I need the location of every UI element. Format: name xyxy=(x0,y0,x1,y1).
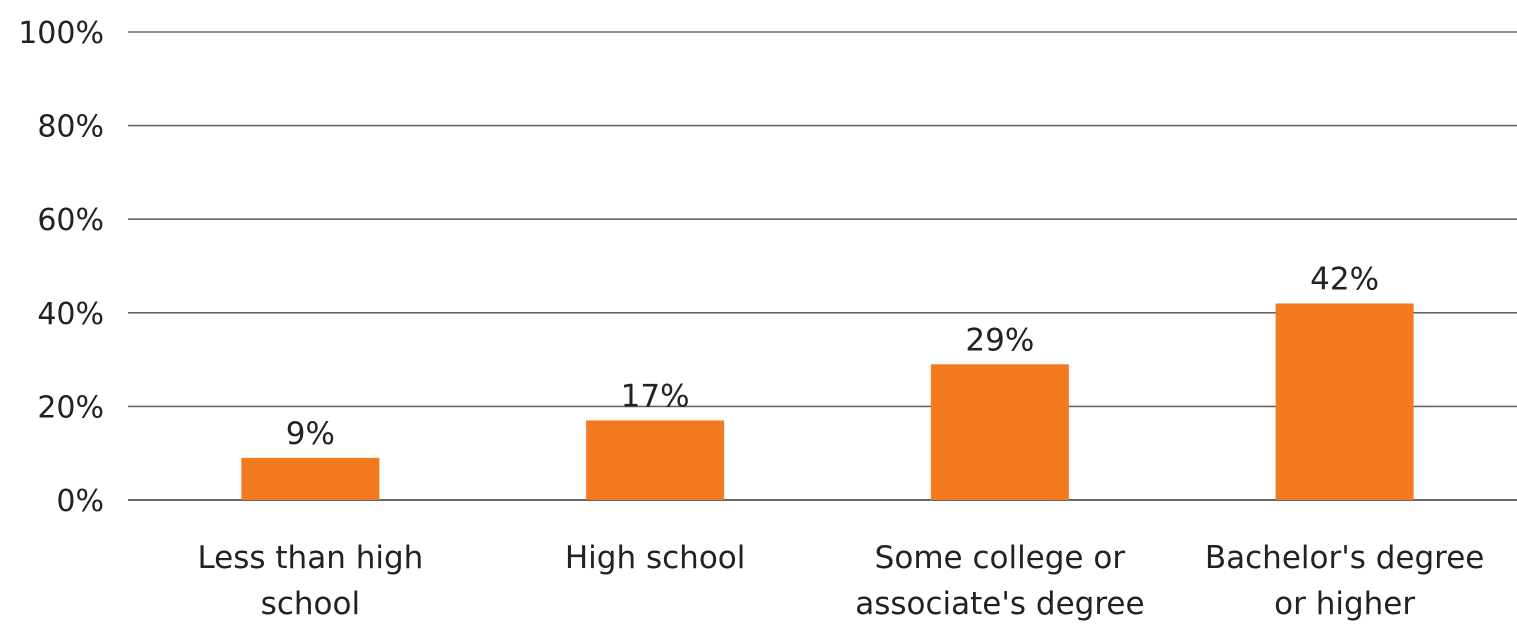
x-category-label: Bachelor's degree or higher xyxy=(1205,540,1485,622)
bar xyxy=(930,364,1069,500)
x-category-label-line: Bachelor's degree xyxy=(1205,540,1485,576)
data-label: 29% xyxy=(965,322,1034,358)
bar xyxy=(1275,303,1414,500)
y-tick-label: 80% xyxy=(37,110,104,145)
y-tick-label: 0% xyxy=(56,484,104,519)
x-category-label-line: High school xyxy=(565,540,746,576)
data-label: 9% xyxy=(286,416,335,452)
y-axis-tick-labels: 0% 20% 40% 60% 80% 100% xyxy=(18,16,104,519)
y-tick-label: 40% xyxy=(37,297,104,332)
x-category-label-line: associate's degree xyxy=(855,586,1144,622)
y-tick-label: 60% xyxy=(37,203,104,238)
x-category-label-line: or higher xyxy=(1274,586,1415,622)
x-category-label-line: Less than high xyxy=(197,540,423,576)
data-label: 17% xyxy=(621,378,690,414)
x-category-label-line: Some college or xyxy=(875,540,1126,576)
x-axis-category-labels: Less than high school High school Some coll… xyxy=(197,540,1484,622)
x-category-label: Less than high school xyxy=(197,540,423,622)
bar xyxy=(241,457,380,500)
y-tick-label: 100% xyxy=(18,16,104,51)
data-labels: 9% 17% 29% 42% xyxy=(286,261,1379,451)
bars xyxy=(241,303,1414,500)
y-tick-label: 20% xyxy=(37,390,104,425)
x-category-label-line: school xyxy=(261,586,360,622)
x-category-label: Some college or associate's degree xyxy=(855,540,1144,622)
data-label: 42% xyxy=(1310,261,1379,297)
x-category-label: High school xyxy=(565,540,746,576)
bar xyxy=(586,420,725,500)
